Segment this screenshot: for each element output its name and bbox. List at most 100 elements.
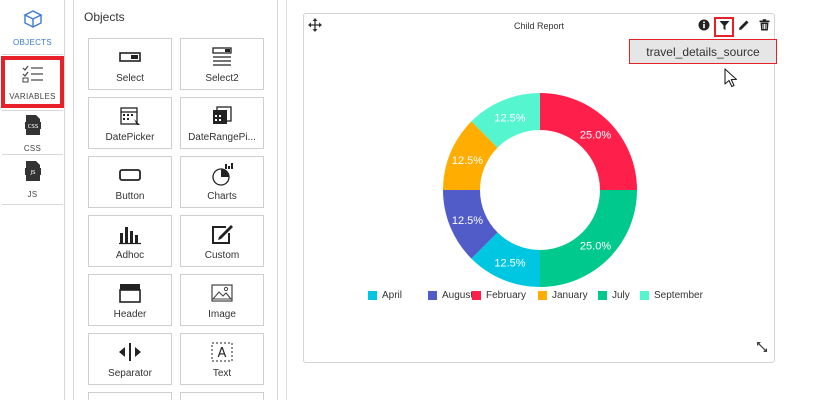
object-tile-label: Text: [212, 368, 232, 379]
nav-divider: [2, 204, 63, 205]
edit-icon: [738, 18, 750, 36]
slice-data-label: 12.5%: [452, 215, 483, 227]
donut-slice-april[interactable]: [471, 232, 540, 287]
object-tile-image[interactable]: Image: [180, 274, 264, 326]
nav-css[interactable]: CSS CSS: [4, 114, 61, 153]
object-tile-label: DateRangePi...: [188, 132, 256, 143]
nav-js-label: JS: [27, 190, 38, 199]
object-tile-label: Image: [208, 309, 236, 320]
svg-text:CSS: CSS: [27, 124, 38, 130]
object-tile-label: DatePicker: [105, 132, 155, 143]
widget-toolbar: [694, 16, 774, 38]
canvas: Child Report: [286, 0, 821, 400]
legend-label: January: [552, 290, 588, 301]
select-icon: [119, 45, 141, 69]
nav-objects[interactable]: OBJECTS: [4, 8, 61, 52]
slice-data-label: 12.5%: [494, 112, 525, 124]
legend-swatch: [368, 291, 377, 300]
filter-icon: [719, 18, 730, 36]
datepicker-icon: [119, 104, 141, 128]
trash-icon: [759, 18, 770, 36]
legend-item-january[interactable]: January: [538, 290, 588, 301]
checklist-icon: [21, 64, 45, 89]
nav-variables[interactable]: VARIABLES: [1, 56, 64, 108]
object-tile[interactable]: [88, 392, 172, 400]
object-tile-adhoc[interactable]: Adhoc: [88, 215, 172, 267]
slice-data-label: 25.0%: [580, 241, 611, 253]
object-tile-datepicker[interactable]: DatePicker: [88, 97, 172, 149]
legend-label: August: [442, 290, 474, 301]
legend-label: February: [486, 290, 527, 301]
nav-divider: [2, 54, 63, 55]
left-nav: OBJECTS VARIABLES CSS CSS: [0, 0, 65, 400]
charts-icon: [210, 163, 234, 187]
object-tile-label: Button: [115, 191, 145, 202]
adhoc-icon: [118, 222, 142, 246]
object-tile-select2[interactable]: Select2: [180, 38, 264, 90]
object-tile-daterangepicker[interactable]: DateRangePi...: [180, 97, 264, 149]
nav-divider: [2, 110, 63, 111]
legend-label: September: [654, 290, 703, 301]
object-tile-label: Header: [113, 309, 147, 320]
separator-icon: [117, 340, 143, 364]
nav-variables-label: VARIABLES: [9, 91, 56, 101]
legend-item-february[interactable]: February: [472, 290, 526, 301]
mouse-cursor-icon: [724, 68, 738, 93]
daterangepicker-icon: [211, 104, 233, 128]
object-tile-select[interactable]: Select: [88, 38, 172, 90]
chart-widget[interactable]: Child Report: [303, 13, 777, 363]
donut-slice-august[interactable]: [443, 190, 498, 259]
donut-chart: 25.0% 25.0% 12.5% 12.5% 12.5% 12.5%: [443, 93, 637, 287]
donut-slice-february[interactable]: [540, 93, 637, 190]
object-tile-custom[interactable]: Custom: [180, 215, 264, 267]
legend-swatch: [538, 291, 547, 300]
info-icon: [698, 18, 710, 36]
delete-button[interactable]: [754, 17, 774, 37]
legend-item-july[interactable]: July: [598, 290, 630, 301]
filter-button[interactable]: [714, 17, 734, 37]
objects-panel: Objects Select Select2 DatePicker DateRa…: [73, 0, 278, 400]
custom-icon: [210, 222, 234, 246]
object-tile-label: Separator: [108, 368, 152, 379]
legend-item-april[interactable]: April: [368, 290, 402, 301]
nav-js[interactable]: JS JS: [4, 160, 61, 200]
button-icon: [118, 163, 142, 187]
nav-css-label: CSS: [23, 144, 42, 153]
object-tile-button[interactable]: Button: [88, 156, 172, 208]
object-tile-label: Custom: [204, 250, 240, 261]
nav-objects-label: OBJECTS: [13, 38, 52, 47]
cube-icon: [22, 8, 44, 35]
slice-data-label: 12.5%: [452, 155, 483, 167]
move-icon[interactable]: [308, 18, 322, 32]
object-tile-charts[interactable]: Charts: [180, 156, 264, 208]
object-tile-label: Select2: [205, 73, 239, 84]
svg-text:JS: JS: [29, 170, 36, 176]
object-tile-label: Charts: [207, 191, 237, 202]
slice-data-label: 25.0%: [580, 129, 611, 141]
legend-label: April: [382, 290, 403, 301]
legend-swatch: [598, 291, 607, 300]
legend-swatch: [428, 291, 437, 300]
object-tile-label: Adhoc: [115, 250, 145, 261]
widget-title: Child Report: [513, 21, 565, 31]
filter-tooltip: travel_details_source: [629, 39, 777, 64]
edit-button[interactable]: [734, 17, 754, 37]
object-tile-header[interactable]: Header: [88, 274, 172, 326]
info-button[interactable]: [694, 17, 714, 37]
object-tile-separator[interactable]: Separator: [88, 333, 172, 385]
select2-icon: [211, 45, 233, 69]
legend-item-september[interactable]: September: [640, 290, 703, 301]
legend-swatch: [472, 291, 481, 300]
image-icon: [210, 281, 234, 305]
donut-slice-january[interactable]: [443, 121, 498, 190]
legend-item-august[interactable]: August: [428, 290, 473, 301]
resize-icon[interactable]: [756, 340, 768, 358]
donut-slice-september[interactable]: [471, 93, 540, 148]
js-file-icon: JS: [24, 160, 42, 187]
object-tile-text[interactable]: A Text: [180, 333, 264, 385]
text-icon: A: [210, 340, 234, 364]
legend-label: July: [612, 290, 630, 301]
svg-text:A: A: [218, 346, 227, 361]
object-tile[interactable]: [180, 392, 264, 400]
donut-slice-july[interactable]: [540, 190, 637, 287]
